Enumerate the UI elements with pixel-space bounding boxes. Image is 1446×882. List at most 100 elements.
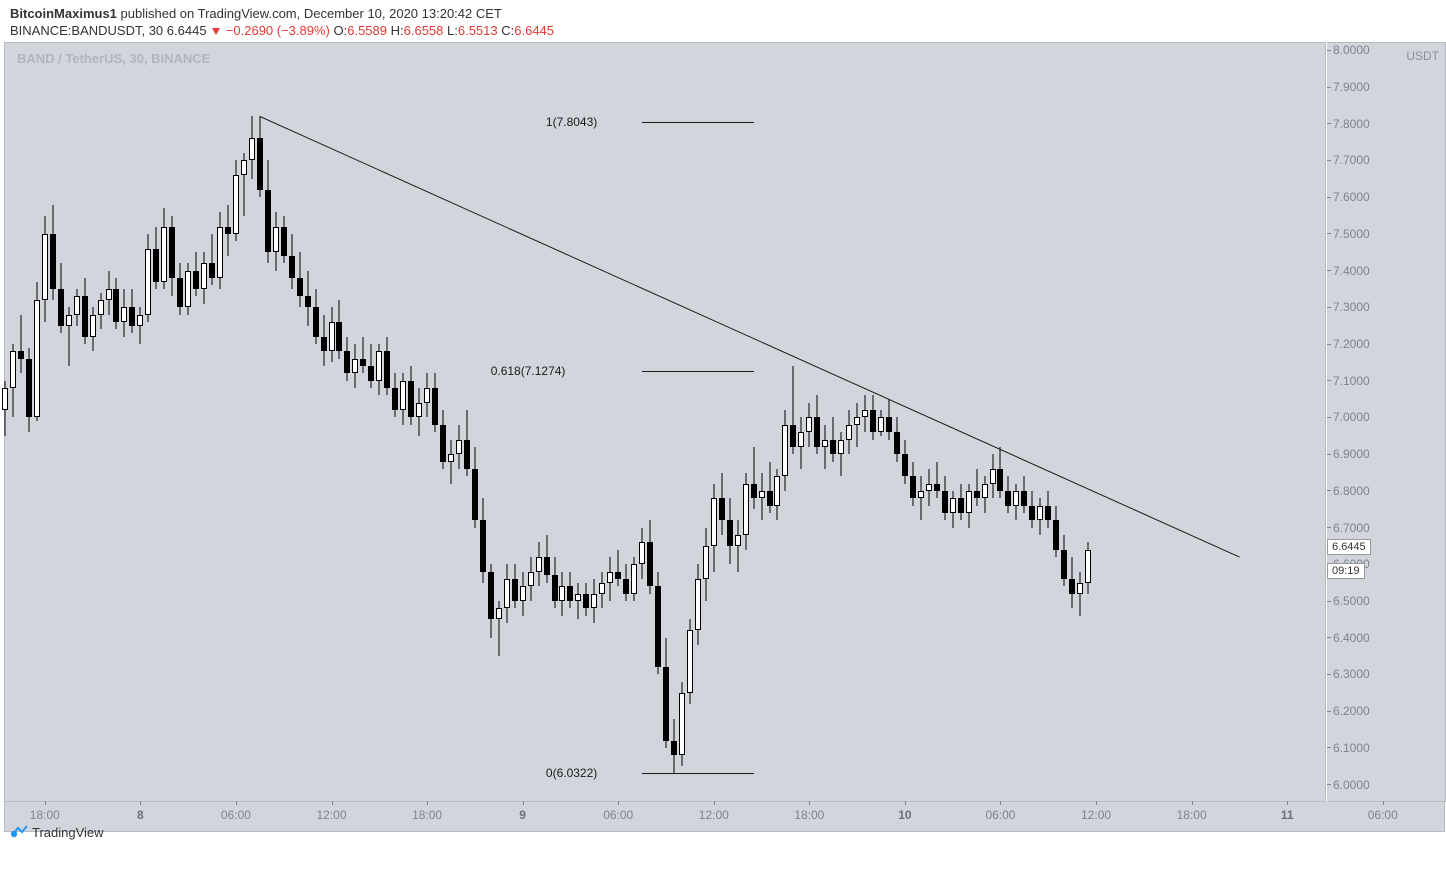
time-tick — [1287, 801, 1288, 805]
candle — [1021, 43, 1027, 803]
price-label: 6.0000 — [1333, 778, 1370, 792]
candle — [26, 43, 32, 803]
time-tick — [523, 801, 524, 805]
candle — [145, 43, 151, 803]
candle — [313, 43, 319, 803]
candle — [974, 43, 980, 803]
candle — [663, 43, 669, 803]
candle — [273, 43, 279, 803]
fib-label[interactable]: 0(6.0322) — [502, 766, 597, 780]
chart-container: BAND / TetherUS, 30, BINANCE 1(7.8043)0.… — [0, 42, 1446, 848]
time-tick — [1383, 801, 1384, 805]
price-tick — [1327, 747, 1331, 748]
candle — [360, 43, 366, 803]
candle — [432, 43, 438, 803]
c-label: C: — [501, 23, 514, 38]
chart-plot-area[interactable]: BAND / TetherUS, 30, BINANCE 1(7.8043)0.… — [4, 42, 1326, 802]
candle — [1053, 43, 1059, 803]
fib-line[interactable] — [642, 773, 753, 774]
candle — [440, 43, 446, 803]
candle — [711, 43, 717, 803]
time-tick — [332, 801, 333, 805]
candle — [878, 43, 884, 803]
price-label: 6.8000 — [1333, 484, 1370, 498]
candle — [822, 43, 828, 803]
candle — [798, 43, 804, 803]
candle — [209, 43, 215, 803]
candle — [607, 43, 613, 803]
candle — [74, 43, 80, 803]
candle — [50, 43, 56, 803]
time-label: 06:00 — [221, 808, 251, 822]
l-label: L: — [447, 23, 458, 38]
candle — [687, 43, 693, 803]
symbol: BINANCE:BANDUSDT, 30 — [10, 23, 163, 38]
fib-line[interactable] — [642, 371, 753, 372]
candle — [862, 43, 868, 803]
time-tick — [1192, 801, 1193, 805]
candle — [782, 43, 788, 803]
publish-date: December 10, 2020 13:20:42 CET — [304, 6, 502, 21]
candle — [997, 43, 1003, 803]
candle — [552, 43, 558, 803]
time-tick — [45, 801, 46, 805]
candle — [336, 43, 342, 803]
candle — [990, 43, 996, 803]
candle — [512, 43, 518, 803]
time-tick — [236, 801, 237, 805]
candle — [257, 43, 263, 803]
fib-label[interactable]: 0.618(7.1274) — [470, 364, 565, 378]
time-tick — [427, 801, 428, 805]
time-tick — [618, 801, 619, 805]
published-on: published on TradingView.com, — [117, 6, 304, 21]
candle — [480, 43, 486, 803]
candle — [448, 43, 454, 803]
candle — [137, 43, 143, 803]
candle — [297, 43, 303, 803]
candle — [10, 43, 16, 803]
candle — [679, 43, 685, 803]
candle — [703, 43, 709, 803]
candle — [18, 43, 24, 803]
candle — [695, 43, 701, 803]
candle — [129, 43, 135, 803]
candle — [528, 43, 534, 803]
candle — [265, 43, 271, 803]
change: −0.2690 (−3.89%) — [226, 23, 330, 38]
fib-line[interactable] — [642, 122, 753, 123]
candle — [1077, 43, 1083, 803]
price-tick — [1327, 454, 1331, 455]
tradingview-logo-icon — [10, 825, 28, 842]
candle — [559, 43, 565, 803]
price-label: 7.5000 — [1333, 227, 1370, 241]
candle — [169, 43, 175, 803]
time-tick — [140, 801, 141, 805]
candle — [368, 43, 374, 803]
fib-label[interactable]: 1(7.8043) — [502, 115, 597, 129]
candle — [106, 43, 112, 803]
price-label: 8.0000 — [1333, 43, 1370, 57]
candle — [902, 43, 908, 803]
price-label: 7.1000 — [1333, 374, 1370, 388]
time-label: 18:00 — [794, 808, 824, 822]
candle — [583, 43, 589, 803]
candle — [464, 43, 470, 803]
tradingview-footer: TradingView — [10, 825, 104, 842]
candle — [392, 43, 398, 803]
candle — [1069, 43, 1075, 803]
price-tick — [1327, 674, 1331, 675]
o-val: 6.5589 — [347, 23, 387, 38]
price-label: 7.0000 — [1333, 410, 1370, 424]
time-axis[interactable]: 18:00806:0012:0018:00906:0012:0018:00100… — [4, 802, 1445, 832]
candle — [456, 43, 462, 803]
candle — [408, 43, 414, 803]
candle — [504, 43, 510, 803]
price-axis[interactable]: USDT 8.00007.90007.80007.70007.60007.500… — [1327, 42, 1446, 802]
trend-line[interactable] — [260, 116, 1240, 557]
candle — [846, 43, 852, 803]
time-tick — [714, 801, 715, 805]
candle — [233, 43, 239, 803]
candle — [591, 43, 597, 803]
price-tick — [1327, 87, 1331, 88]
price-tick — [1327, 637, 1331, 638]
